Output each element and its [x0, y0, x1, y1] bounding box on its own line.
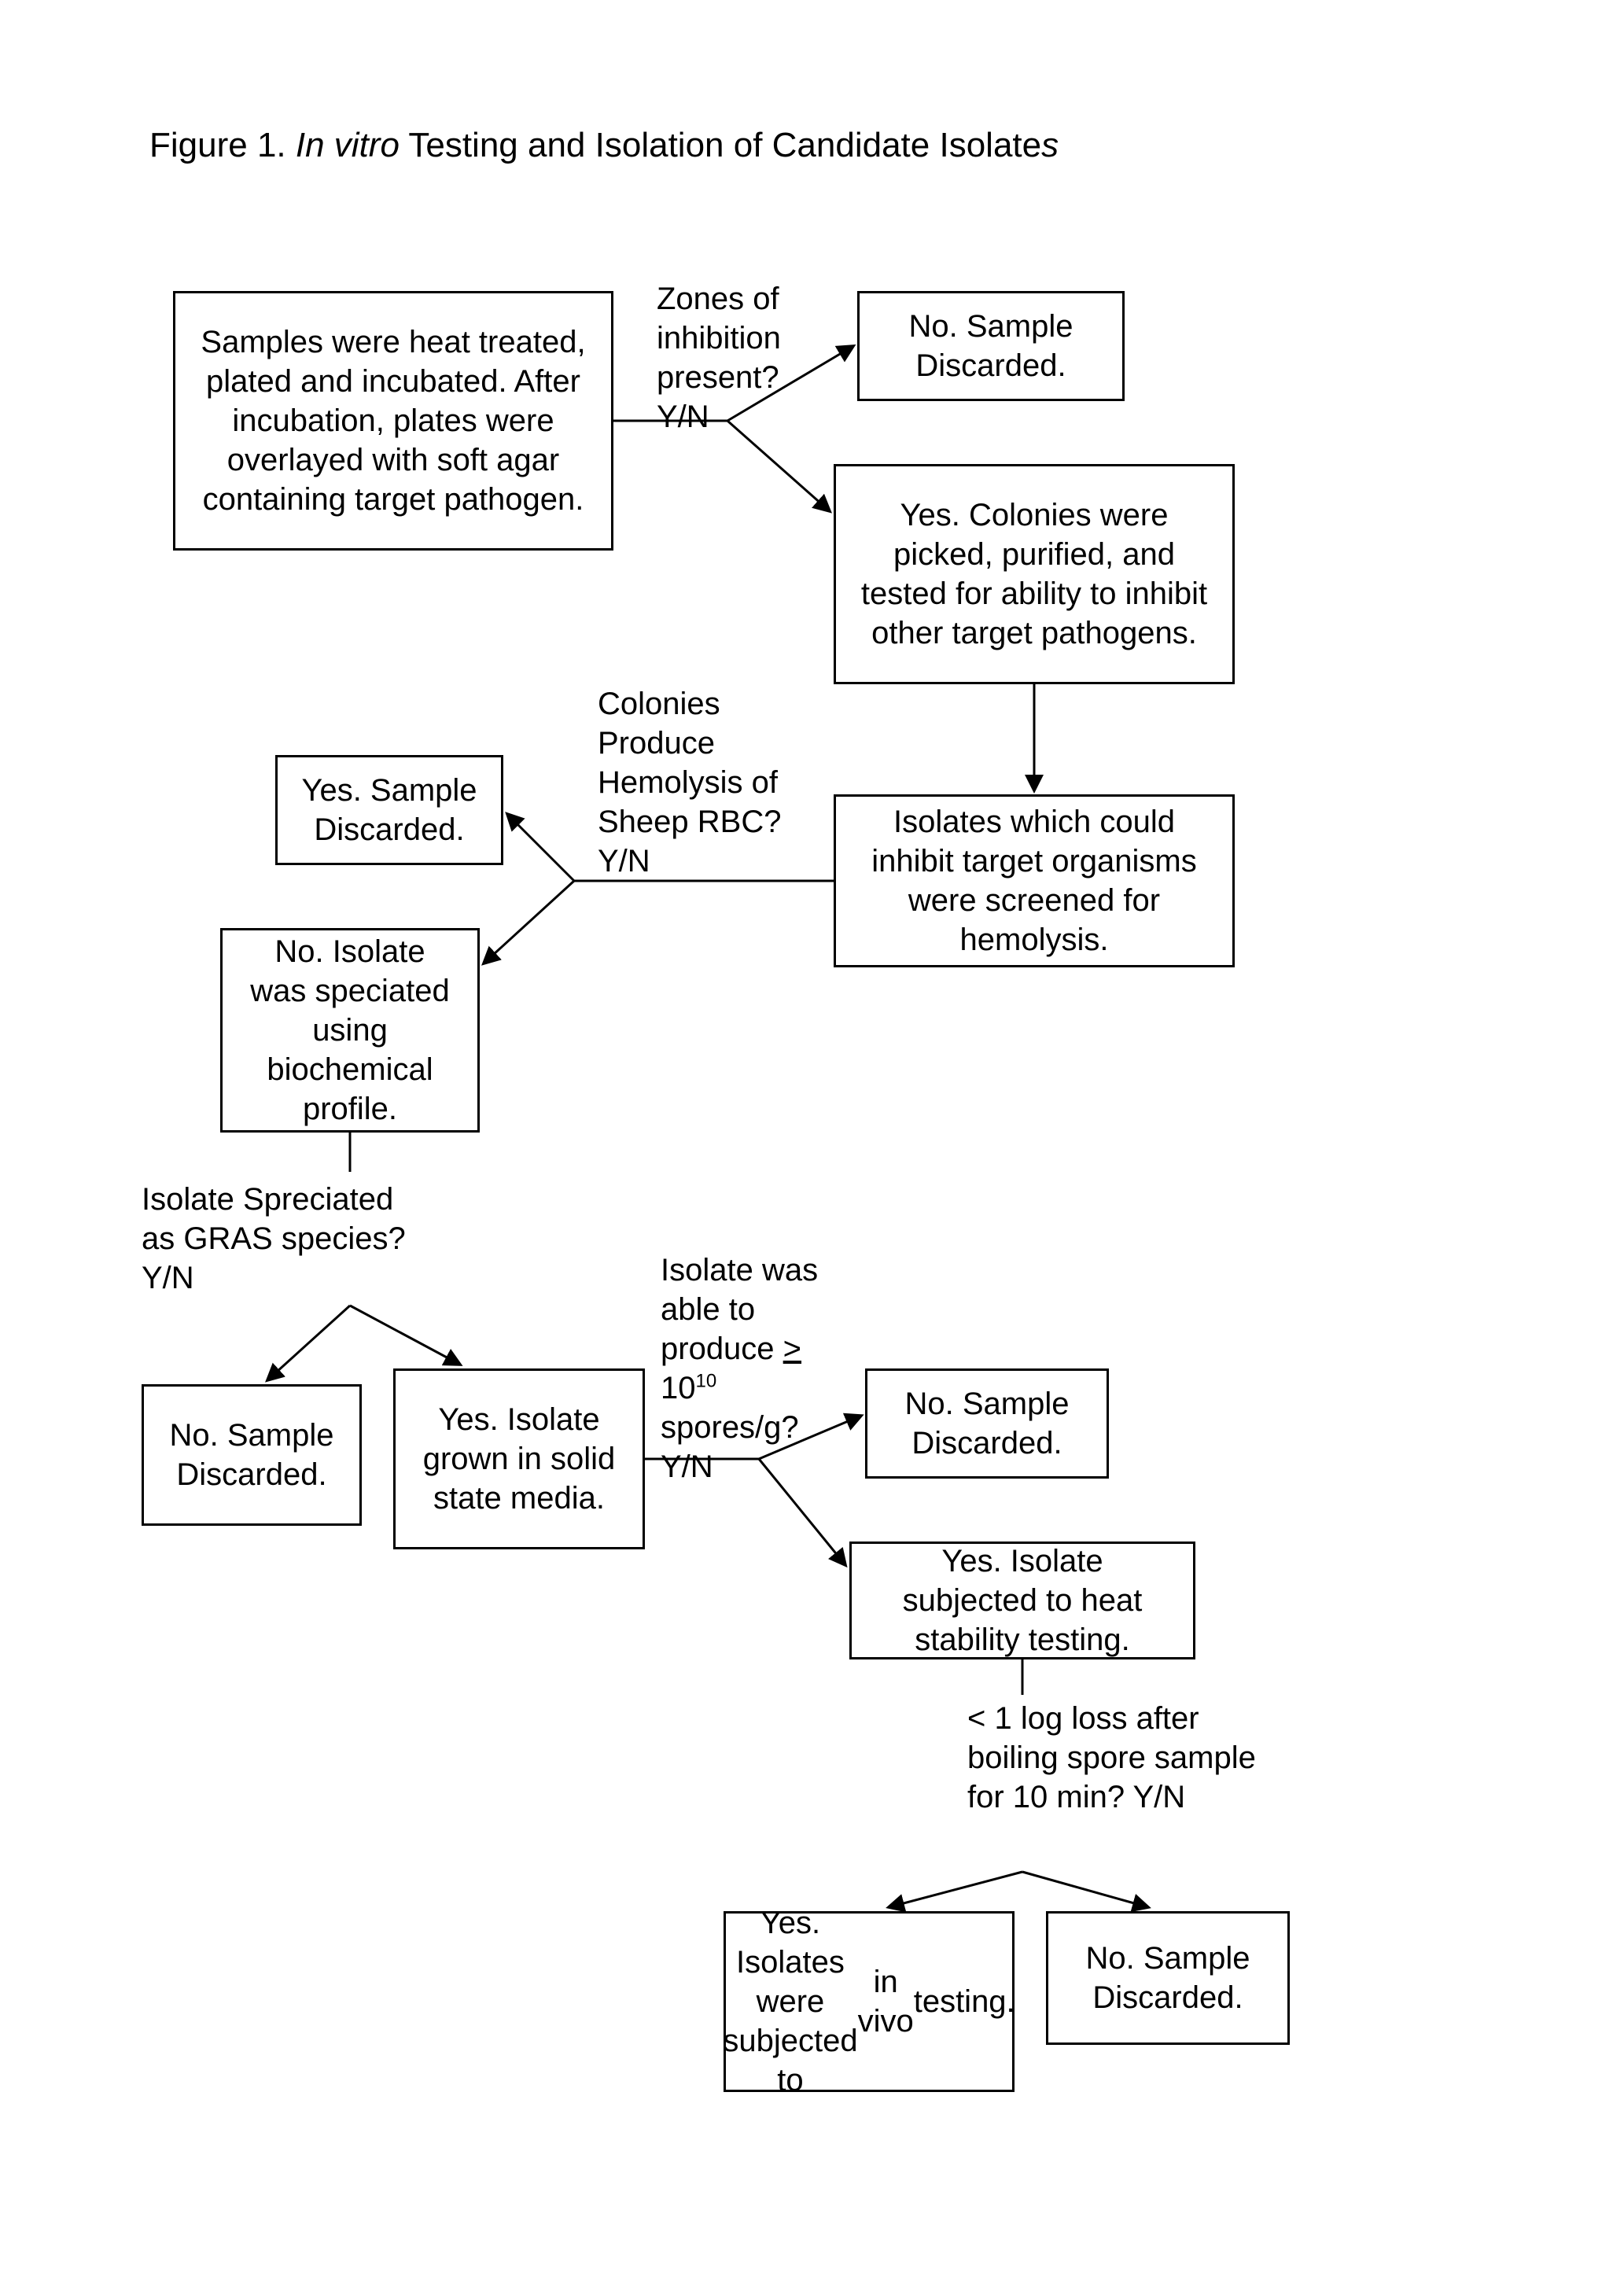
node-heat-yes: Yes. Isolates were subjected to in vivo … — [724, 1911, 1015, 2092]
node-gras-yes: Yes. Isolate grown in solid state media. — [393, 1368, 645, 1549]
caption-rest: Testing and Isolation of Candidate Isola… — [400, 126, 1041, 164]
label-spore: Isolate was able to produce > 1010 spore… — [661, 1251, 834, 1486]
figure-caption: Figure 1. In vitro Testing and Isolation… — [149, 126, 1059, 165]
caption-italic: In vitro — [296, 126, 400, 164]
node-spore-no: No. Sample Discarded. — [865, 1368, 1109, 1479]
node-heat-no: No. Sample Discarded. — [1046, 1911, 1290, 2045]
caption-tail: s — [1041, 126, 1059, 164]
node-hemo-screen: Isolates which could inhibit target orga… — [834, 794, 1235, 967]
node-hemo-no: No. Isolate was speciated using biochemi… — [220, 928, 480, 1133]
label-hemo: Colonies Produce Hemolysis of Sheep RBC?… — [598, 684, 786, 881]
flowchart-stage: Figure 1. In vitro Testing and Isolation… — [0, 0, 1624, 2269]
node-start: Samples were heat treated, plated and in… — [173, 291, 613, 551]
node-zoi-no: No. Sample Discarded. — [857, 291, 1125, 401]
node-spore-yes: Yes. Isolate subjected to heat stability… — [849, 1542, 1195, 1659]
label-zoi: Zones of inhibition present? Y/N — [657, 279, 830, 436]
node-gras-no: No. Sample Discarded. — [142, 1384, 362, 1526]
node-zoi-yes: Yes. Colonies were picked, purified, and… — [834, 464, 1235, 684]
caption-prefix: Figure 1. — [149, 126, 296, 164]
node-hemo-yes: Yes. Sample Discarded. — [275, 755, 503, 865]
label-heat: < 1 log loss after boiling spore sample … — [967, 1699, 1266, 1817]
label-gras: Isolate Spreciated as GRAS species? Y/N — [142, 1180, 425, 1298]
